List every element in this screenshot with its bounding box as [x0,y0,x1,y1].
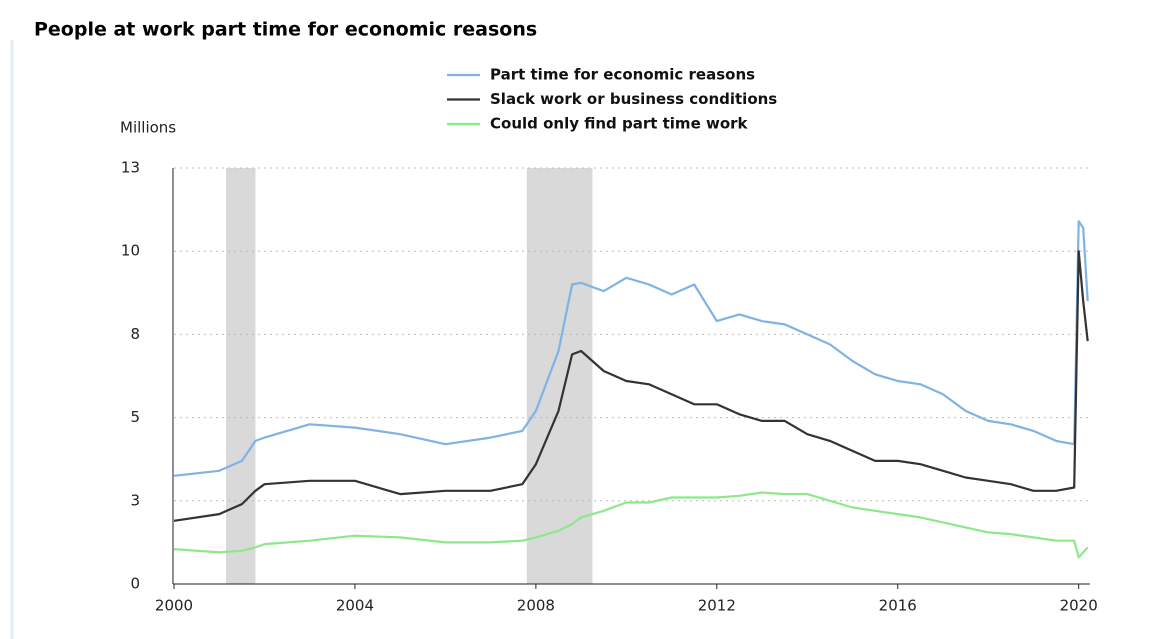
x-tick-label: 2016 [879,597,917,615]
legend-label: Could only find part time work [490,115,749,133]
y-tick-label: 8 [130,325,140,343]
chart-title: People at work part time for economic re… [34,19,537,41]
x-tick-label: 2000 [155,597,193,615]
x-tick-label: 2004 [336,597,374,615]
y-tick-label: 10 [121,242,140,260]
y-axis-label: Millions [120,119,176,137]
y-tick-label: 5 [130,408,140,426]
series-line [173,220,1089,477]
y-tick-label: 3 [130,491,140,509]
x-tick-label: 2012 [698,597,736,615]
legend-label: Slack work or business conditions [490,90,777,108]
y-tick-label: 13 [121,159,140,177]
y-tick-label: 0 [130,575,140,593]
recession-band [226,168,256,584]
series-line [173,491,1089,559]
series-line [173,250,1089,522]
x-tick-label: 2008 [517,597,555,615]
recession-band [526,168,593,584]
legend-label: Part time for economic reasons [490,66,755,84]
x-tick-label: 2020 [1060,597,1098,615]
